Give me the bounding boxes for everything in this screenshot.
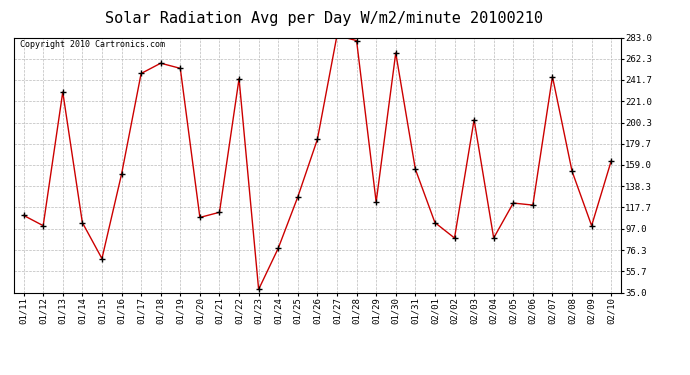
Text: Solar Radiation Avg per Day W/m2/minute 20100210: Solar Radiation Avg per Day W/m2/minute … xyxy=(106,11,543,26)
Text: Copyright 2010 Cartronics.com: Copyright 2010 Cartronics.com xyxy=(20,40,165,49)
